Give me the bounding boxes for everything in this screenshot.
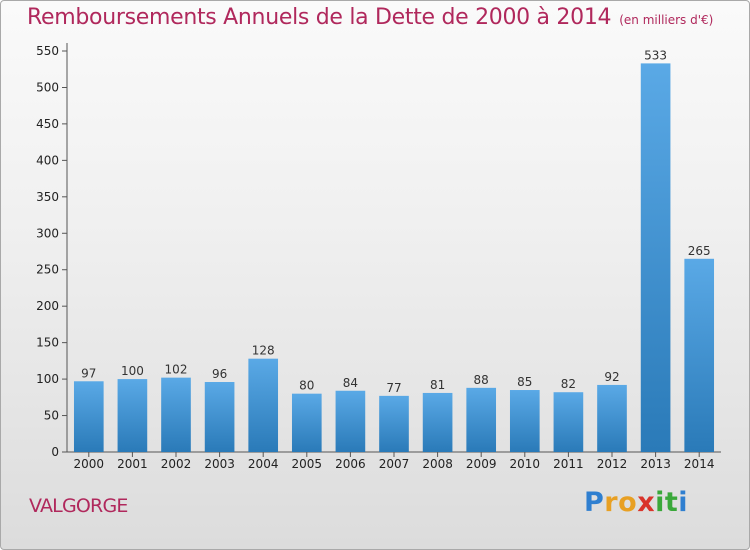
bar-value-label: 80 bbox=[299, 379, 314, 393]
y-tick-label: 350 bbox=[36, 190, 59, 204]
bar-value-label: 88 bbox=[474, 373, 489, 387]
bar bbox=[117, 379, 148, 452]
bar bbox=[248, 358, 279, 452]
y-tick-label: 200 bbox=[36, 299, 59, 313]
y-tick-label: 150 bbox=[36, 336, 59, 350]
logo-letter: i bbox=[678, 487, 689, 518]
bar bbox=[335, 390, 366, 452]
x-tick-label: 2009 bbox=[466, 457, 497, 471]
x-tick-label: 2003 bbox=[204, 457, 235, 471]
bar bbox=[291, 393, 322, 452]
chart-title: Remboursements Annuels de la Dette de 20… bbox=[27, 5, 612, 30]
y-tick-label: 0 bbox=[51, 445, 59, 459]
x-tick-label: 2014 bbox=[684, 457, 715, 471]
logo-letter: t bbox=[664, 487, 679, 518]
logo-letter: o bbox=[618, 487, 638, 518]
bar bbox=[640, 63, 671, 453]
y-tick-label: 450 bbox=[36, 117, 59, 131]
proxiti-logo: Proxiti bbox=[584, 487, 688, 518]
bar-value-label: 82 bbox=[561, 377, 576, 391]
bar-value-label: 85 bbox=[517, 375, 532, 389]
town-name: VALGORGE bbox=[29, 495, 128, 517]
y-tick-label: 500 bbox=[36, 80, 59, 94]
bar bbox=[379, 395, 409, 452]
x-tick-label: 2000 bbox=[74, 457, 105, 471]
bar-value-label: 92 bbox=[604, 370, 619, 384]
x-tick-label: 2010 bbox=[510, 457, 541, 471]
bar bbox=[73, 381, 104, 452]
bar-value-label: 77 bbox=[386, 381, 401, 395]
bar-value-label: 102 bbox=[165, 363, 188, 377]
bar-value-label: 265 bbox=[688, 244, 711, 258]
logo-letter: r bbox=[604, 487, 619, 518]
bar bbox=[597, 384, 627, 452]
x-tick-label: 2013 bbox=[640, 457, 671, 471]
x-tick-label: 2006 bbox=[335, 457, 366, 471]
x-tick-label: 2004 bbox=[248, 457, 279, 471]
bar bbox=[466, 387, 497, 452]
chart-title-group: Remboursements Annuels de la Dette de 20… bbox=[27, 5, 713, 30]
logo-letter: P bbox=[584, 487, 605, 518]
bar-value-label: 96 bbox=[212, 367, 227, 381]
chart-subtitle: (en milliers d'€) bbox=[619, 13, 714, 27]
logo-letter: i bbox=[655, 487, 665, 518]
x-tick-label: 2008 bbox=[422, 457, 453, 471]
bar-value-label: 84 bbox=[343, 376, 358, 390]
y-tick-label: 400 bbox=[36, 153, 59, 167]
bar bbox=[422, 392, 453, 452]
x-tick-label: 2007 bbox=[379, 457, 410, 471]
x-tick-label: 2012 bbox=[597, 457, 628, 471]
y-tick-label: 50 bbox=[44, 409, 59, 423]
bar-value-label: 100 bbox=[121, 364, 144, 378]
x-tick-label: 2005 bbox=[292, 457, 323, 471]
bar-value-label: 533 bbox=[644, 48, 667, 62]
bar-value-label: 97 bbox=[81, 366, 96, 380]
bar bbox=[684, 258, 715, 452]
x-tick-label: 2001 bbox=[117, 457, 148, 471]
bar bbox=[161, 377, 191, 452]
y-tick-label: 100 bbox=[36, 372, 59, 386]
bar-value-label: 128 bbox=[252, 344, 275, 358]
x-tick-label: 2002 bbox=[161, 457, 192, 471]
y-tick-label: 250 bbox=[36, 263, 59, 277]
y-tick-label: 550 bbox=[36, 44, 59, 58]
x-tick-label: 2011 bbox=[553, 457, 584, 471]
bar bbox=[204, 382, 235, 452]
bar bbox=[553, 392, 584, 452]
y-tick-label: 300 bbox=[36, 226, 59, 240]
bar-value-label: 81 bbox=[430, 378, 445, 392]
logo-letter: x bbox=[637, 487, 656, 518]
bar bbox=[509, 390, 540, 452]
